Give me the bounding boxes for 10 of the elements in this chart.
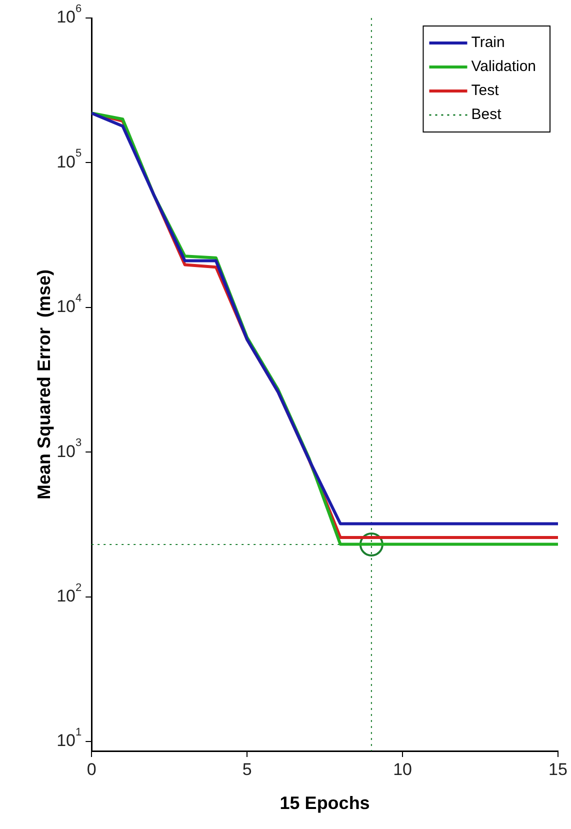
y-axis-title: Mean Squared Error (mse) xyxy=(34,269,54,500)
legend-label: Test xyxy=(471,82,500,100)
x-tick-label: 0 xyxy=(86,760,96,779)
x-tick-label: 5 xyxy=(242,760,252,779)
legend-label: Validation xyxy=(471,58,536,76)
legend-label: Train xyxy=(471,34,505,52)
x-axis-title: 15 Epochs xyxy=(280,793,370,814)
x-tick-label: 10 xyxy=(393,760,412,779)
legend-label: Best xyxy=(471,106,502,124)
x-tick-label: 15 xyxy=(548,760,568,779)
